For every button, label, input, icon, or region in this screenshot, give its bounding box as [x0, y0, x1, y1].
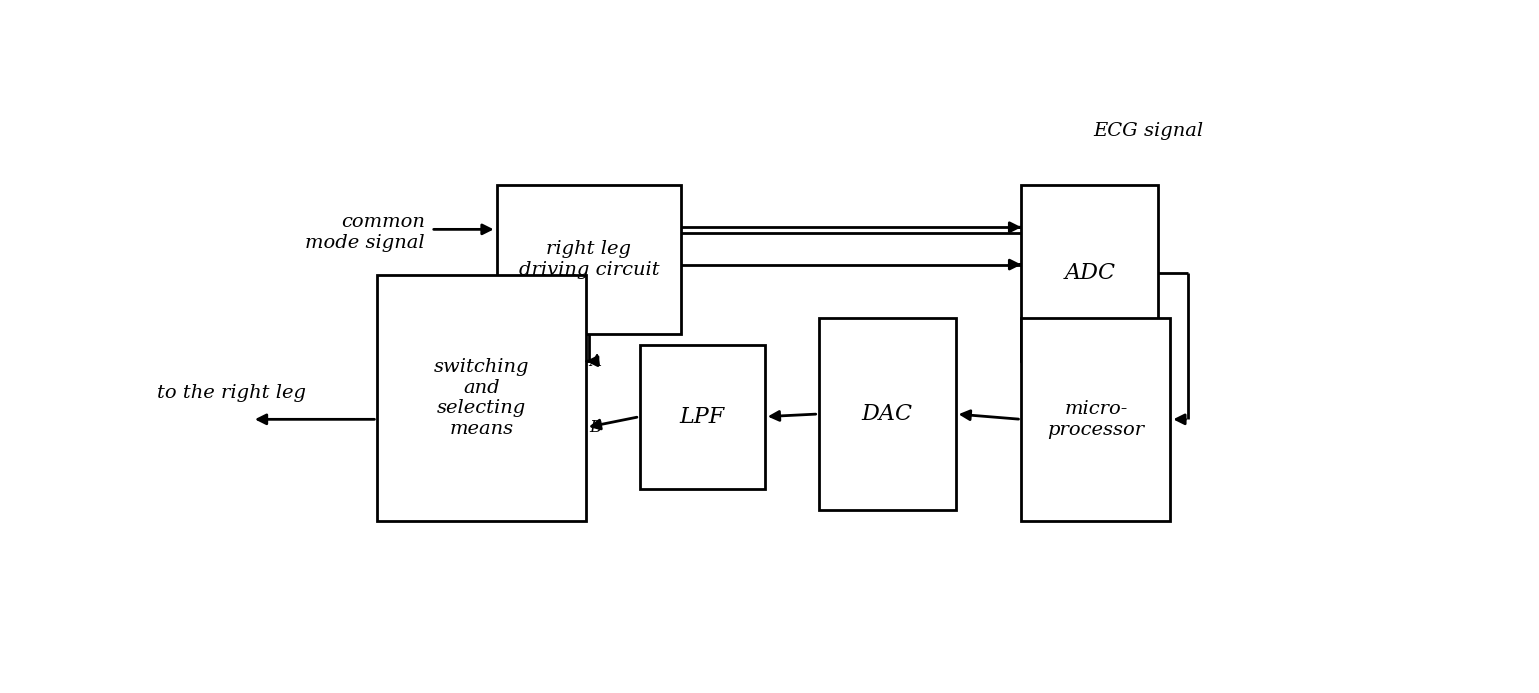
- Bar: [497, 184, 682, 334]
- Text: ADC: ADC: [1065, 261, 1116, 283]
- Text: to the right leg: to the right leg: [157, 384, 306, 402]
- Text: A: A: [589, 353, 602, 369]
- Text: ECG signal: ECG signal: [1093, 122, 1203, 140]
- Text: right leg
driving circuit: right leg driving circuit: [519, 240, 659, 279]
- Text: LPF: LPF: [680, 405, 725, 428]
- Text: micro-
processor: micro- processor: [1048, 400, 1145, 439]
- Bar: [640, 344, 765, 489]
- Text: DAC: DAC: [862, 403, 913, 425]
- Bar: [819, 318, 956, 510]
- Bar: [1022, 184, 1159, 360]
- Text: B: B: [589, 419, 602, 436]
- Text: switching
and
selecting
means: switching and selecting means: [434, 358, 529, 438]
- Text: common
mode signal: common mode signal: [305, 213, 425, 252]
- Bar: [1022, 318, 1170, 520]
- Bar: [377, 275, 586, 520]
